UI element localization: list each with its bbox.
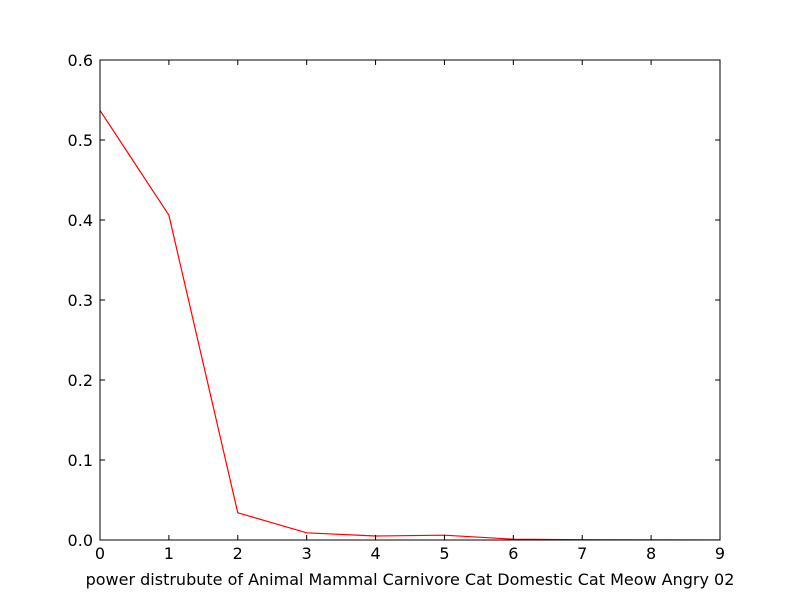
series-line (99, 110, 721, 541)
x-tick-label: 3 (302, 544, 312, 563)
tick-labels: 0 1 2 3 4 5 6 7 8 9 0.0 0.1 0.2 0.3 0.4 0.5 0.6 (68, 51, 726, 563)
x-axis-label: power distrubute of Animal Mammal Carniv… (86, 570, 735, 589)
x-tick-label: 7 (577, 544, 587, 563)
x-tick-label: 4 (370, 544, 380, 563)
y-tick-label: 0.1 (68, 451, 93, 470)
y-tick-label: 0.4 (68, 211, 93, 230)
x-tick-label: 0 (95, 544, 105, 563)
x-tick-label: 6 (508, 544, 518, 563)
y-tick-label: 0.5 (68, 131, 93, 150)
y-tick-label: 0.3 (68, 291, 93, 310)
x-tick-label: 9 (715, 544, 725, 563)
x-tick-label: 8 (646, 544, 656, 563)
y-tick-label: 0.0 (68, 531, 93, 550)
plot-frame (99, 59, 721, 541)
axis-ticks (99, 59, 721, 541)
y-tick-label: 0.6 (68, 51, 93, 70)
x-tick-label: 1 (164, 544, 174, 563)
x-tick-label: 2 (233, 544, 243, 563)
x-tick-label: 5 (439, 544, 449, 563)
y-tick-label: 0.2 (68, 371, 93, 390)
plot-area (99, 110, 721, 541)
